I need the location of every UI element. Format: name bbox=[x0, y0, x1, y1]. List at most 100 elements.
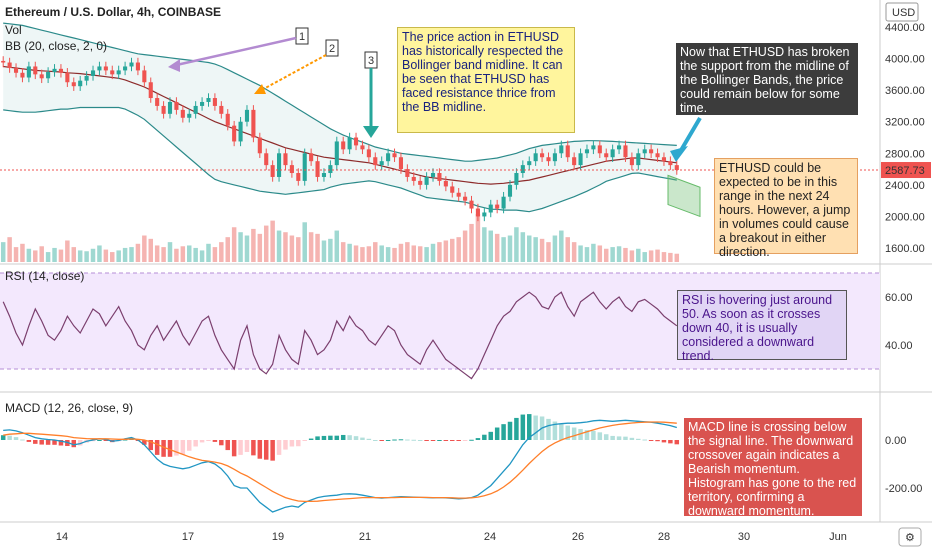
candle-body bbox=[469, 200, 474, 209]
marker-number: 3 bbox=[368, 55, 374, 67]
candle-body bbox=[277, 153, 282, 177]
volume-bar bbox=[392, 247, 397, 262]
candle-body bbox=[514, 173, 519, 185]
candle-body bbox=[200, 101, 205, 106]
macd-histogram-bar bbox=[559, 423, 564, 440]
volume-bar bbox=[231, 227, 237, 262]
volume-bar bbox=[161, 247, 166, 262]
candle-body bbox=[110, 70, 115, 75]
volume-bar bbox=[135, 243, 141, 262]
macd-histogram-bar bbox=[482, 434, 487, 440]
macd-histogram-bar bbox=[565, 425, 570, 440]
volume-bar bbox=[7, 237, 12, 262]
candle-body bbox=[187, 113, 192, 118]
volume-bar bbox=[597, 245, 603, 262]
marker-2-arrowhead bbox=[254, 84, 266, 94]
macd-axis-tick: -200.00 bbox=[885, 483, 922, 495]
volume-bar bbox=[565, 237, 570, 262]
candle-body bbox=[636, 153, 641, 166]
macd-histogram-bar bbox=[283, 440, 288, 450]
candle-body bbox=[206, 98, 211, 102]
macd-histogram-bar bbox=[347, 435, 352, 440]
currency-box bbox=[885, 2, 919, 22]
macd-histogram-bar bbox=[276, 440, 282, 455]
rsi-line bbox=[2, 291, 678, 380]
candle-body bbox=[373, 157, 378, 166]
macd-histogram-bar bbox=[475, 438, 481, 440]
volume-bar bbox=[616, 246, 622, 262]
candle-body bbox=[142, 70, 147, 83]
candle-body bbox=[52, 68, 57, 72]
candle-body bbox=[668, 161, 673, 166]
volume-bar bbox=[398, 243, 404, 262]
candle-body bbox=[623, 145, 628, 158]
macd-histogram-bar bbox=[430, 440, 436, 441]
macd-histogram-bar bbox=[142, 440, 147, 445]
candle-body bbox=[116, 70, 121, 75]
volume-bar bbox=[527, 235, 532, 262]
macd-axis-tick: 0.00 bbox=[885, 435, 906, 447]
volume-bar bbox=[353, 245, 359, 262]
candle-body bbox=[495, 204, 500, 209]
candle-body bbox=[225, 113, 230, 126]
candle-body bbox=[289, 165, 294, 174]
volume-bar bbox=[187, 245, 192, 262]
volume-bar bbox=[103, 249, 109, 262]
breakdown-arrowhead bbox=[670, 146, 688, 162]
candle-body bbox=[167, 101, 173, 114]
volume-bar bbox=[533, 237, 538, 262]
candle-body bbox=[629, 157, 634, 166]
macd-histogram-bar bbox=[296, 440, 301, 447]
macd-histogram-bar bbox=[33, 440, 38, 444]
forecast-range-box bbox=[667, 174, 701, 218]
volume-bar bbox=[328, 238, 333, 262]
candle-body bbox=[58, 68, 63, 73]
volume-bar bbox=[360, 247, 365, 262]
price-axis-tick: 2000.00 bbox=[885, 211, 925, 223]
time-axis-tick: 26 bbox=[572, 531, 584, 543]
rsi-axis-tick: 40.00 bbox=[885, 340, 913, 352]
volume-bar bbox=[417, 246, 423, 262]
volume-bar bbox=[263, 225, 269, 262]
volume-bar bbox=[257, 233, 263, 262]
candle-body bbox=[565, 145, 570, 158]
macd-histogram-bar bbox=[668, 440, 673, 444]
time-axis-tick: 14 bbox=[56, 531, 68, 543]
macd-histogram-bar bbox=[469, 439, 474, 441]
marker-1-arrow bbox=[171, 36, 297, 68]
bb-lower-line bbox=[3, 106, 677, 213]
macd-histogram-bar bbox=[417, 440, 423, 441]
candle-body bbox=[328, 165, 333, 174]
price-axis-tick: 2400.00 bbox=[885, 180, 925, 192]
volume-bar bbox=[514, 227, 519, 262]
volume-bar bbox=[591, 243, 596, 262]
volume-bar bbox=[552, 235, 558, 262]
time-axis-tick: 30 bbox=[738, 531, 750, 543]
candle-body bbox=[379, 161, 384, 166]
candle-body bbox=[559, 145, 564, 154]
candle-body bbox=[135, 62, 140, 71]
macd-histogram-bar bbox=[154, 440, 160, 455]
macd-histogram-bar bbox=[20, 439, 25, 441]
candle-body bbox=[488, 204, 493, 213]
marker-number: 1 bbox=[299, 31, 305, 43]
macd-histogram-bar bbox=[443, 440, 449, 441]
candle-body bbox=[161, 105, 166, 114]
candle-body bbox=[353, 137, 359, 146]
candle-body bbox=[90, 70, 96, 76]
volume-bar bbox=[219, 242, 224, 262]
volume-bar bbox=[494, 233, 500, 262]
price-axis-tick: 4400.00 bbox=[885, 22, 925, 34]
volume-bar bbox=[142, 235, 147, 262]
macd-histogram-bar bbox=[97, 440, 102, 441]
candle-body bbox=[309, 153, 314, 162]
candle-body bbox=[463, 196, 468, 201]
macd-histogram-bar bbox=[39, 440, 44, 445]
candle-body bbox=[437, 173, 442, 181]
volume-bar bbox=[456, 237, 461, 262]
macd-histogram-bar bbox=[616, 436, 622, 440]
candle-body bbox=[418, 180, 423, 185]
bb-upper-line bbox=[3, 22, 677, 162]
candle-body bbox=[212, 98, 217, 106]
